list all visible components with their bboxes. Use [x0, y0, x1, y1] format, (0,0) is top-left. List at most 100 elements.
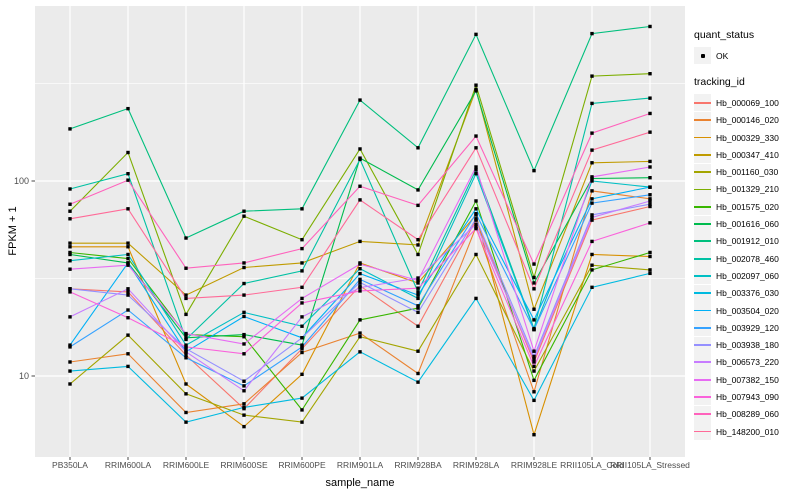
data-point: [126, 252, 130, 257]
data-point: [68, 217, 72, 221]
legend-key: [694, 371, 711, 389]
legend-key: [694, 232, 711, 250]
legend-item-label: Hb_001160_030: [716, 167, 779, 178]
data-point: [68, 343, 72, 347]
data-point: [300, 301, 304, 305]
data-point: [648, 254, 652, 259]
data-point: [416, 290, 420, 294]
line-swatch-icon: [694, 171, 711, 174]
legend-title-quant-status: quant_status: [694, 29, 755, 41]
data-point: [416, 304, 420, 308]
line-swatch-icon: [694, 275, 711, 277]
legend-item: Hb_001575_020: [694, 198, 800, 216]
line-swatch-icon: [694, 361, 711, 364]
legend-item: Hb_000146_020: [694, 111, 800, 129]
legend-key: [694, 405, 711, 423]
data-point: [358, 284, 362, 288]
data-point: [358, 98, 362, 102]
legend: quant_status OK tracking_id Hb_000069_10…: [694, 29, 800, 441]
data-point: [300, 285, 304, 290]
legend-item-label: Hb_002097_060: [716, 270, 779, 281]
data-point: [242, 389, 246, 393]
data-point: [358, 147, 362, 151]
data-point: [532, 287, 536, 291]
legend-key: [694, 353, 711, 371]
legend-item-label: Hb_001329_210: [716, 184, 779, 195]
legend-item: Hb_003938_180: [694, 336, 800, 354]
line-swatch-icon: [694, 240, 711, 243]
legend-item: Hb_001160_030: [694, 163, 800, 181]
data-point: [300, 296, 304, 301]
data-point: [648, 111, 652, 116]
data-point: [532, 390, 536, 394]
data-point: [126, 287, 130, 291]
data-point: [358, 285, 362, 290]
data-point: [474, 222, 478, 226]
data-point: [590, 263, 594, 267]
data-point: [300, 408, 304, 412]
x-tick-label: RRIM600PE: [278, 460, 326, 470]
data-point: [590, 213, 594, 217]
data-point: [358, 289, 362, 293]
data-point: [648, 72, 652, 76]
data-point: [184, 420, 188, 424]
data-point: [532, 398, 536, 403]
x-tick-label: RRIM600LA: [105, 460, 152, 470]
data-point: [126, 207, 130, 211]
data-point: [126, 293, 130, 297]
data-point: [648, 221, 652, 225]
x-tick-label: RRIM901LA: [337, 460, 384, 470]
data-point: [126, 316, 130, 320]
data-point: [532, 327, 536, 332]
data-point: [648, 159, 652, 164]
data-point: [184, 331, 188, 336]
data-point: [474, 296, 478, 301]
data-point: [242, 261, 246, 265]
data-point: [648, 185, 652, 189]
data-point: [300, 336, 304, 340]
data-point: [242, 335, 246, 339]
line-swatch-icon: [694, 153, 711, 156]
data-point: [184, 345, 188, 349]
data-point: [358, 198, 362, 202]
data-point: [126, 333, 130, 337]
data-point: [474, 89, 478, 93]
line-swatch-icon: [694, 396, 711, 398]
data-point: [474, 165, 478, 169]
data-point: [68, 209, 72, 213]
data-point: [358, 271, 362, 276]
data-point: [648, 271, 652, 276]
data-point: [242, 342, 246, 346]
data-point: [242, 384, 246, 388]
data-point: [590, 239, 594, 244]
data-point: [300, 343, 304, 347]
data-point: [648, 197, 652, 201]
legend-key: [694, 319, 711, 337]
data-point: [416, 238, 420, 242]
data-point: [184, 353, 188, 357]
legend-item-label: Hb_008289_060: [716, 409, 779, 420]
data-point: [184, 392, 188, 396]
data-point: [184, 356, 188, 360]
data-point: [474, 217, 478, 221]
data-point: [474, 226, 478, 231]
legend-item: Hb_006573_220: [694, 353, 800, 371]
data-point: [590, 131, 594, 135]
legend-item: Hb_003929_120: [694, 319, 800, 337]
data-point: [242, 332, 246, 337]
line-swatch-icon: [694, 257, 711, 260]
data-point: [648, 96, 652, 100]
data-point: [532, 349, 536, 353]
data-point: [416, 310, 420, 315]
legend-item: Hb_000329_330: [694, 129, 800, 147]
data-point: [590, 201, 594, 205]
data-point: [242, 424, 246, 429]
x-tick-label: RRIM928LE: [511, 460, 558, 470]
data-point: [532, 378, 536, 383]
data-point: [590, 285, 594, 290]
data-point: [126, 178, 130, 182]
data-point: [184, 350, 188, 354]
legend-item-label: Hb_007943_090: [716, 391, 779, 402]
